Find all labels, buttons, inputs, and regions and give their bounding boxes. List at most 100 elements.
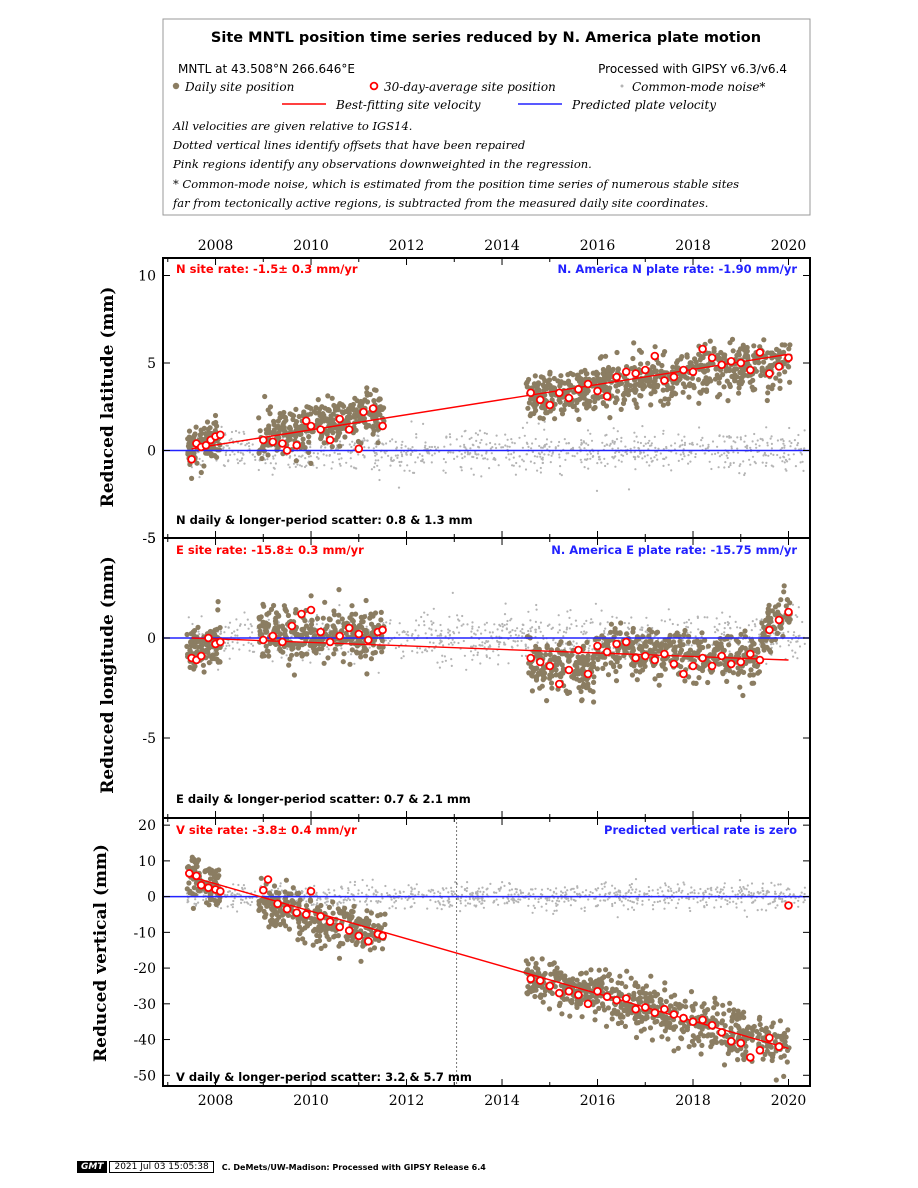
daily-point [209,445,215,451]
noise-point [771,901,774,904]
noise-point [700,439,703,442]
daily-point [579,697,585,703]
daily-point [565,372,571,378]
average-point [583,669,593,679]
noise-point [333,451,336,454]
noise-point [723,631,726,634]
daily-point [524,384,530,390]
noise-point [613,440,617,443]
noise-point [631,888,634,891]
noise-point [620,436,623,439]
noise-point [617,447,620,450]
frame-border [162,537,811,819]
noise-point [409,448,412,451]
noise-point [495,891,498,894]
noise-point [431,454,434,457]
noise-point [272,457,275,460]
noise-point [682,451,685,454]
noise-point [404,445,407,448]
noise-point [569,609,572,612]
daily-point [301,411,307,417]
noise-point [455,438,458,441]
average-point [378,421,387,431]
noise-point [224,433,227,436]
noise-point [562,635,565,638]
noise-point [482,890,485,894]
noise-point [573,645,576,648]
noise-point [450,641,453,644]
daily-point [695,377,702,383]
noise-point [499,624,502,628]
noise-point [732,440,735,443]
noise-point [541,461,545,464]
average-point [354,444,364,454]
noise-point [767,454,770,457]
daily-point [320,615,326,621]
noise-point [685,643,688,647]
noise-point [436,907,439,910]
noise-point [460,885,463,888]
noise-point [558,900,561,903]
noise-point [745,447,749,450]
daily-point [336,612,342,618]
noise-point [749,463,752,466]
noise-point [545,438,549,441]
noise-point [471,658,474,661]
noise-point [525,441,529,444]
daily-point [577,375,583,381]
daily-point [602,661,609,667]
noise-point [494,443,497,446]
noise-point [226,642,230,645]
noise-point [761,461,764,464]
noise-point [629,886,633,889]
noise-point [648,464,651,467]
noise-point [627,899,630,902]
daily-point [332,646,338,652]
daily-point [711,345,717,352]
noise-point [547,453,550,456]
noise-point [657,638,660,641]
daily-point [324,624,330,630]
noise-point [243,611,246,614]
noise-point [454,881,457,884]
noise-point [478,900,481,903]
noise-point [464,904,467,907]
noise-point [573,891,576,894]
daily-point [770,382,776,388]
daily-point [326,616,332,622]
noise-point [438,642,441,645]
daily-point [529,672,535,679]
noise-point [513,442,516,445]
noise-point [751,620,754,623]
noise-point [352,466,356,469]
noise-point [417,624,420,627]
noise-point [697,892,700,895]
average-point [258,635,268,645]
noise-point [226,893,229,897]
noise-point [445,887,448,890]
noise-point [398,622,401,625]
noise-point [565,628,568,631]
noise-point [720,897,723,900]
noise-point [242,430,245,433]
noise-point [787,630,790,633]
noise-point [725,435,729,438]
daily-point [207,643,213,649]
noise-point [676,623,679,627]
daily-point [206,660,212,666]
noise-point [772,632,775,635]
average-point [612,639,621,649]
noise-point [765,909,768,912]
average-point [765,625,774,635]
noise-point [546,887,550,890]
daily-point [537,685,543,691]
noise-point [423,624,426,627]
noise-point [582,440,585,443]
noise-point [273,467,276,470]
noise-point [803,892,806,896]
noise-point [614,451,617,454]
noise-point [645,616,648,619]
noise-point [461,457,464,460]
noise-point [740,901,743,904]
daily-point [531,410,537,417]
